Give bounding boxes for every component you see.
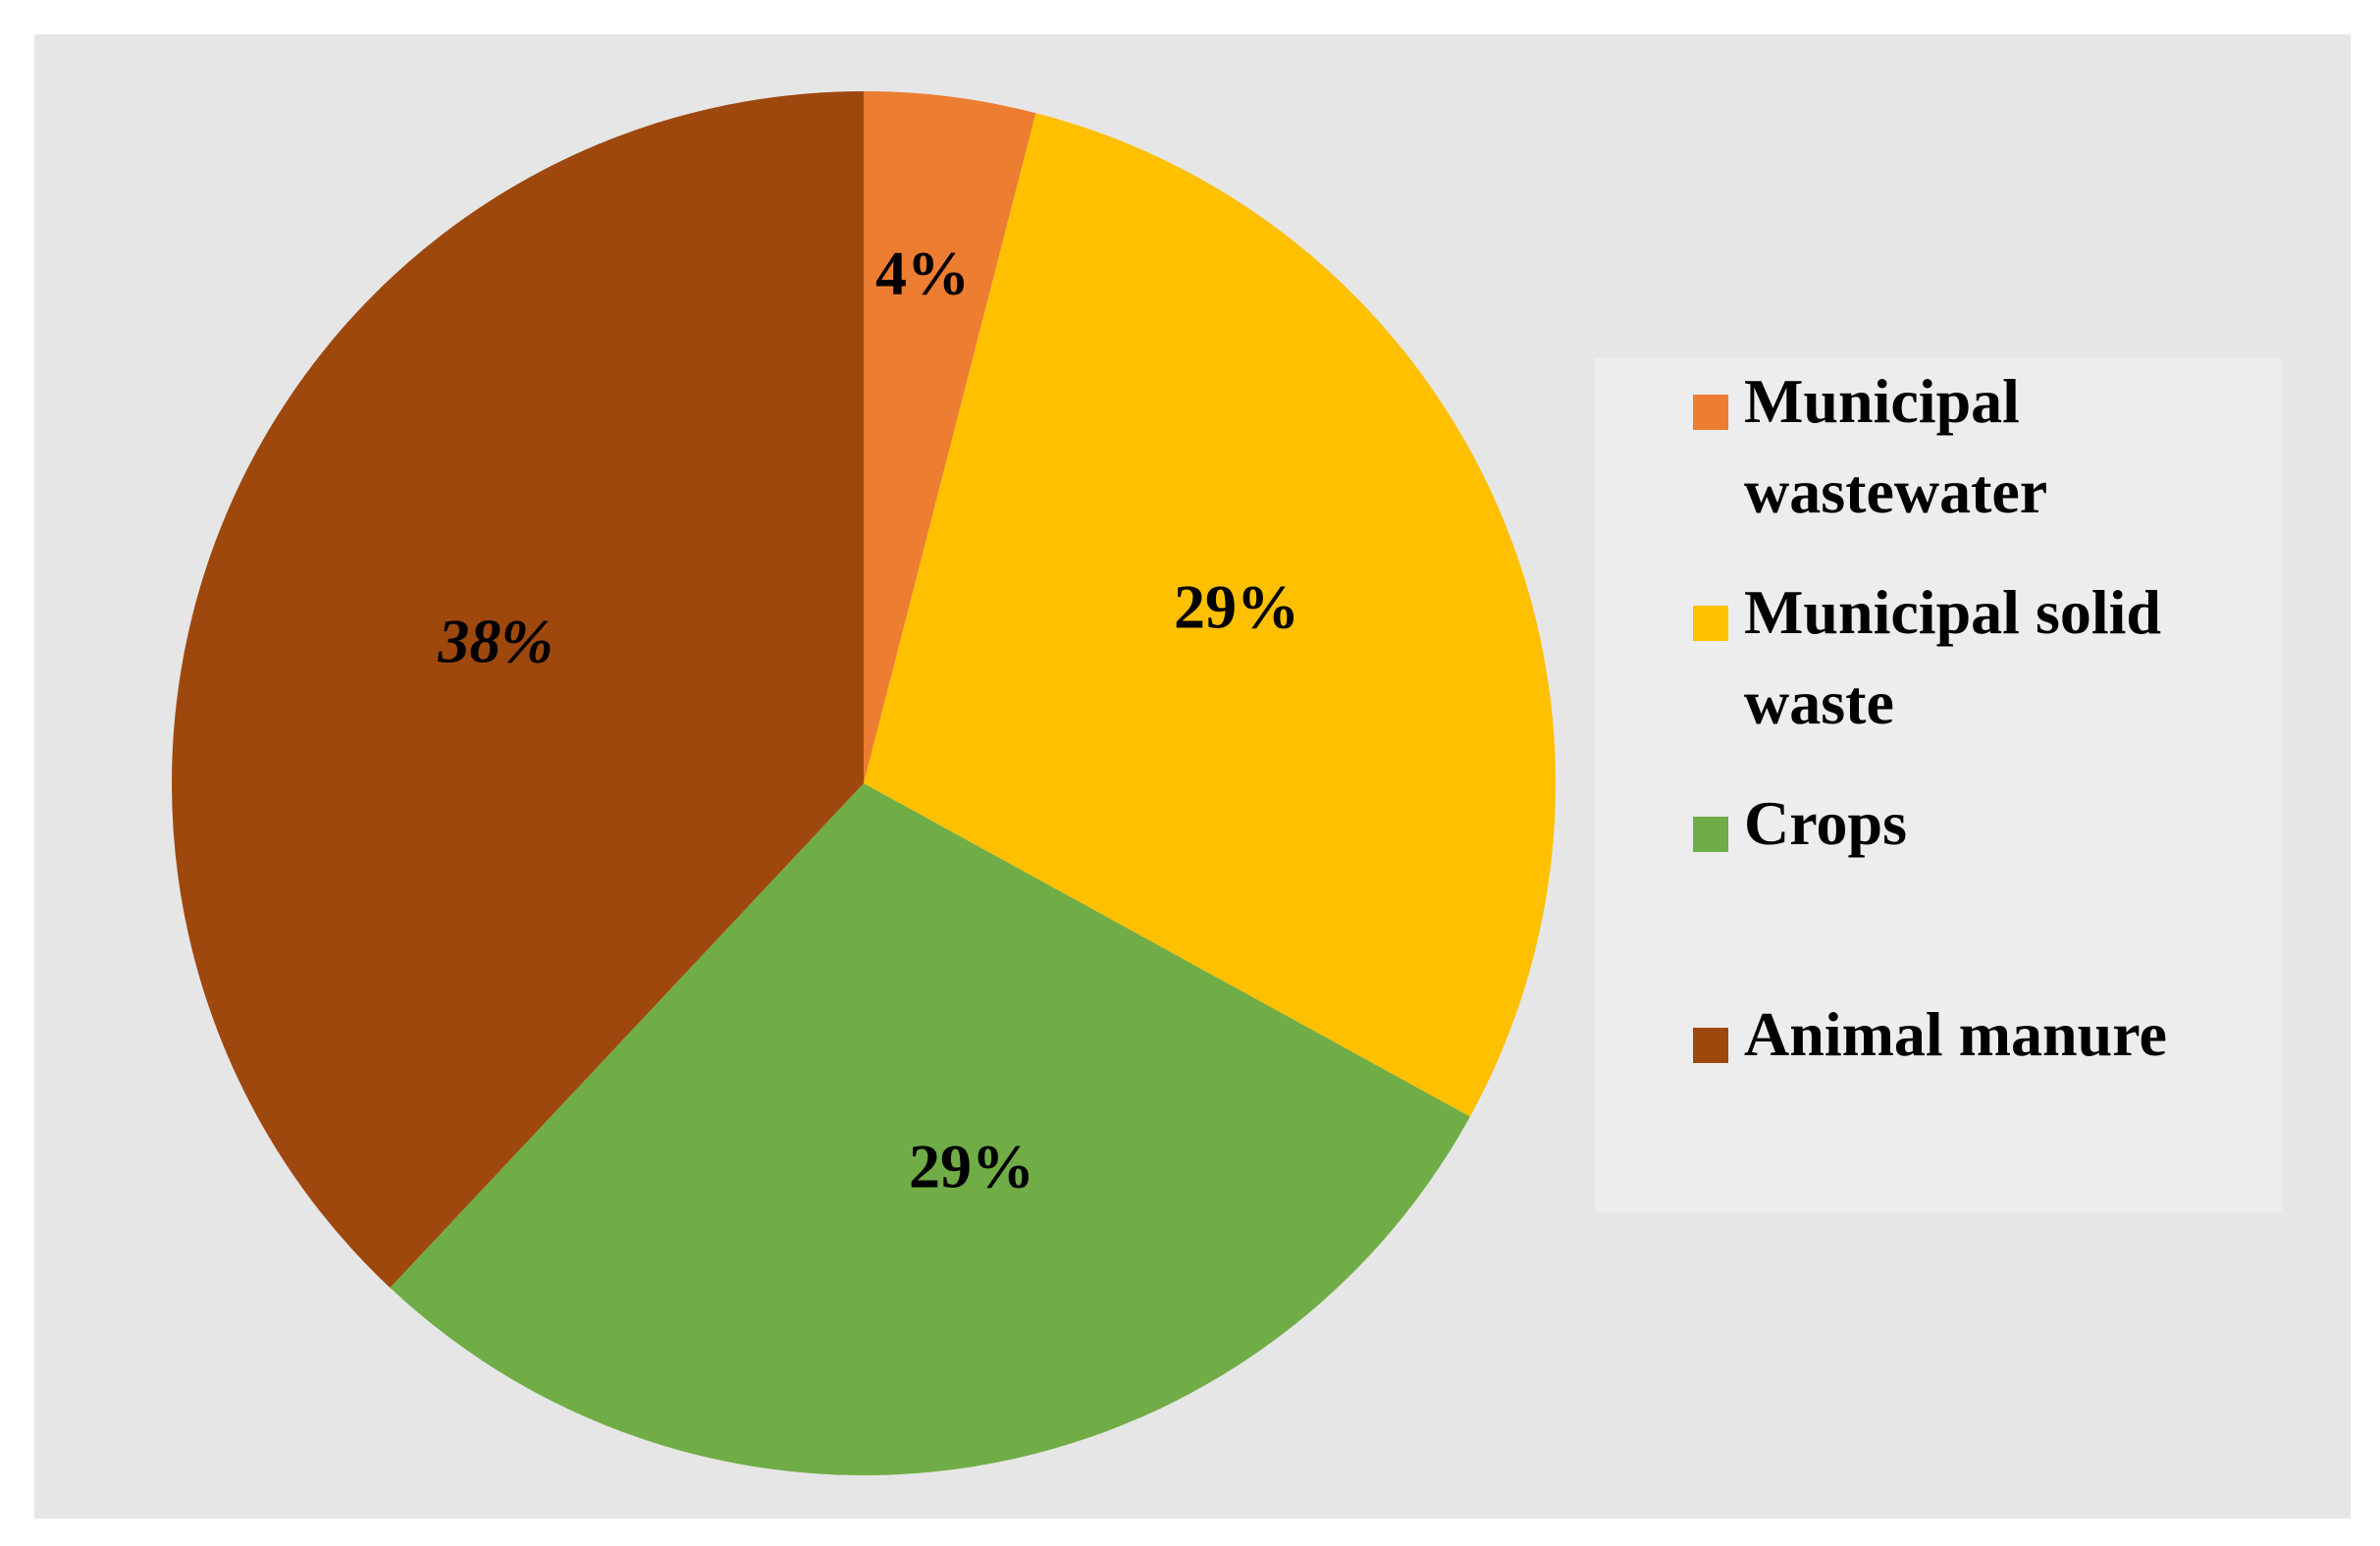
legend-swatch-crops <box>1693 817 1728 852</box>
legend-label-crops: Crops <box>1744 788 1907 858</box>
legend: Municipal wastewater Municipal solid waste C… <box>1595 358 2282 1212</box>
legend-label-municipal-solid-waste: Municipal solid waste <box>1744 577 2161 737</box>
data-label-municipal-solid-waste: 29% <box>1174 572 1299 642</box>
pie-slice-municipal-solid-waste <box>864 113 1556 1117</box>
legend-background <box>1595 358 2282 1212</box>
pie-slice-animal-manure <box>171 91 864 1288</box>
pie-slice-municipal-wastewater <box>864 91 1036 783</box>
pie-data-labels: 4% 29% 29% 38% <box>437 239 1299 1201</box>
data-label-municipal-wastewater: 4% <box>875 239 970 308</box>
legend-label-municipal-wastewater: Municipal wastewater <box>1744 366 2047 526</box>
pie-slices <box>171 91 1556 1476</box>
legend-swatch-animal-manure <box>1693 1028 1728 1063</box>
legend-swatch-municipal-wastewater <box>1693 395 1728 430</box>
legend-label-animal-manure: Animal manure <box>1744 999 2167 1069</box>
data-label-crops: 29% <box>909 1132 1034 1201</box>
data-label-animal-manure: 38% <box>437 607 553 676</box>
legend-swatch-municipal-solid-waste <box>1693 606 1728 641</box>
pie-slice-crops <box>390 783 1470 1476</box>
